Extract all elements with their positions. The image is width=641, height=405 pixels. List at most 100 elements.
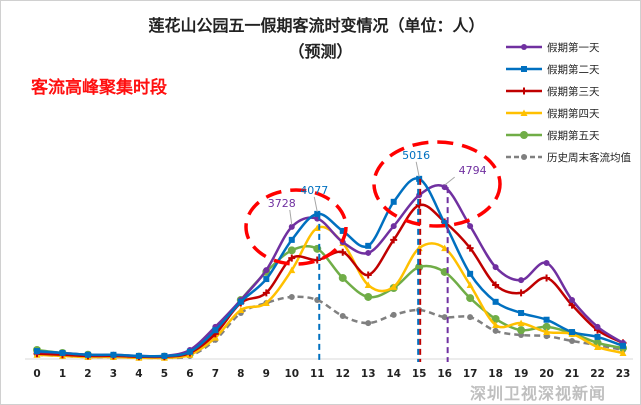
data-point [594,333,601,340]
peak-highlight-ellipse [372,140,502,228]
legend-item: 假期第二天 [505,58,631,80]
data-point [212,327,219,334]
x-tick-label: 14 [386,368,401,380]
x-tick-label: 19 [514,368,529,380]
data-point [262,289,270,297]
data-point [390,283,398,290]
x-tick-label: 16 [437,368,452,380]
data-point [492,321,500,328]
data-label: 5016 [402,149,430,162]
x-tick-label: 6 [186,368,193,380]
legend-swatch [506,87,542,95]
peak-highlight-ellipse [244,188,348,266]
data-point [542,322,551,331]
series-line [36,184,624,358]
data-point [521,44,527,50]
x-tick-label: 21 [565,368,580,380]
legend-swatch [506,109,542,116]
label-leader [289,209,293,225]
data-point [569,296,576,303]
x-tick-label: 5 [161,368,168,380]
data-point [365,320,372,327]
series-2 [34,175,626,359]
legend-item: 历史周末客流均值 [505,146,631,168]
data-point [110,351,117,358]
data-point [466,244,474,252]
x-tick-label: 17 [463,368,478,380]
data-point [467,314,474,321]
data-point [492,264,499,271]
data-point [619,349,627,356]
legend-swatch [506,154,542,160]
data-point [135,352,142,359]
x-tick-label: 9 [263,368,270,380]
data-point [441,220,448,227]
data-point [287,246,296,255]
data-point [543,316,550,323]
x-tick-label: 20 [539,368,554,380]
data-point [594,343,602,350]
data-point [338,273,347,282]
data-point [263,267,270,274]
x-tick-label: 8 [237,368,244,380]
series-line [36,225,624,360]
legend: 假期第一天假期第二天 假期第三天假期第四天假期第五天历史周末客流均值 [505,36,631,168]
data-point [543,274,551,282]
data-point [365,249,372,256]
data-point [467,270,474,277]
x-tick-label: 18 [488,368,503,380]
data-point [492,327,499,334]
legend-label: 假期第四天 [547,107,600,120]
data-point [390,236,398,244]
legend-swatch [506,44,542,50]
data-point [186,348,193,355]
data-point [492,281,500,289]
data-point [288,236,295,243]
legend-item: 假期第一天 [505,36,631,58]
data-point [521,154,527,160]
data-point [569,329,576,336]
x-tick-label: 22 [590,368,605,380]
legend-item: 假期第四天 [505,102,631,124]
legend-item: 假期第五天 [505,124,631,146]
data-point [466,281,474,289]
data-point [313,256,321,264]
data-point [517,319,525,327]
legend-label: 假期第五天 [547,129,600,142]
watermark: 深圳卫视深视新闻 [470,384,607,403]
data-point [441,314,448,321]
data-point [390,223,397,230]
data-point [364,281,372,289]
data-point [314,210,321,217]
data-point [288,254,296,262]
data-point [520,109,528,116]
chart-subtitle: （预测） [288,42,353,61]
data-point [517,326,526,335]
data-label: 4077 [300,184,328,197]
chart-title: 莲花山公园五一假期客流时变情况（单位：人） [148,16,485,35]
x-tick-label: 12 [335,368,350,380]
data-point [34,348,40,355]
data-point [467,223,474,230]
legend-item: 假期第三天 [505,80,631,102]
data-point [288,223,295,230]
legend-label: 历史周末客流均值 [547,151,631,164]
data-point [339,313,346,319]
data-point [521,66,527,72]
data-point [594,323,601,330]
series-line [36,295,624,360]
data-point [390,311,397,318]
legend-label: 假期第一天 [547,41,600,54]
x-tick-label: 4 [135,368,142,380]
x-tick-label: 13 [361,368,376,380]
data-point [518,310,525,317]
data-label: 4794 [459,164,487,177]
data-point [237,306,245,314]
data-point [237,298,244,305]
x-tick-label: 0 [33,368,40,380]
data-point [390,198,397,205]
label-leader [415,161,420,177]
x-tick-label: 15 [412,368,427,380]
x-tick-label: 3 [110,368,117,380]
